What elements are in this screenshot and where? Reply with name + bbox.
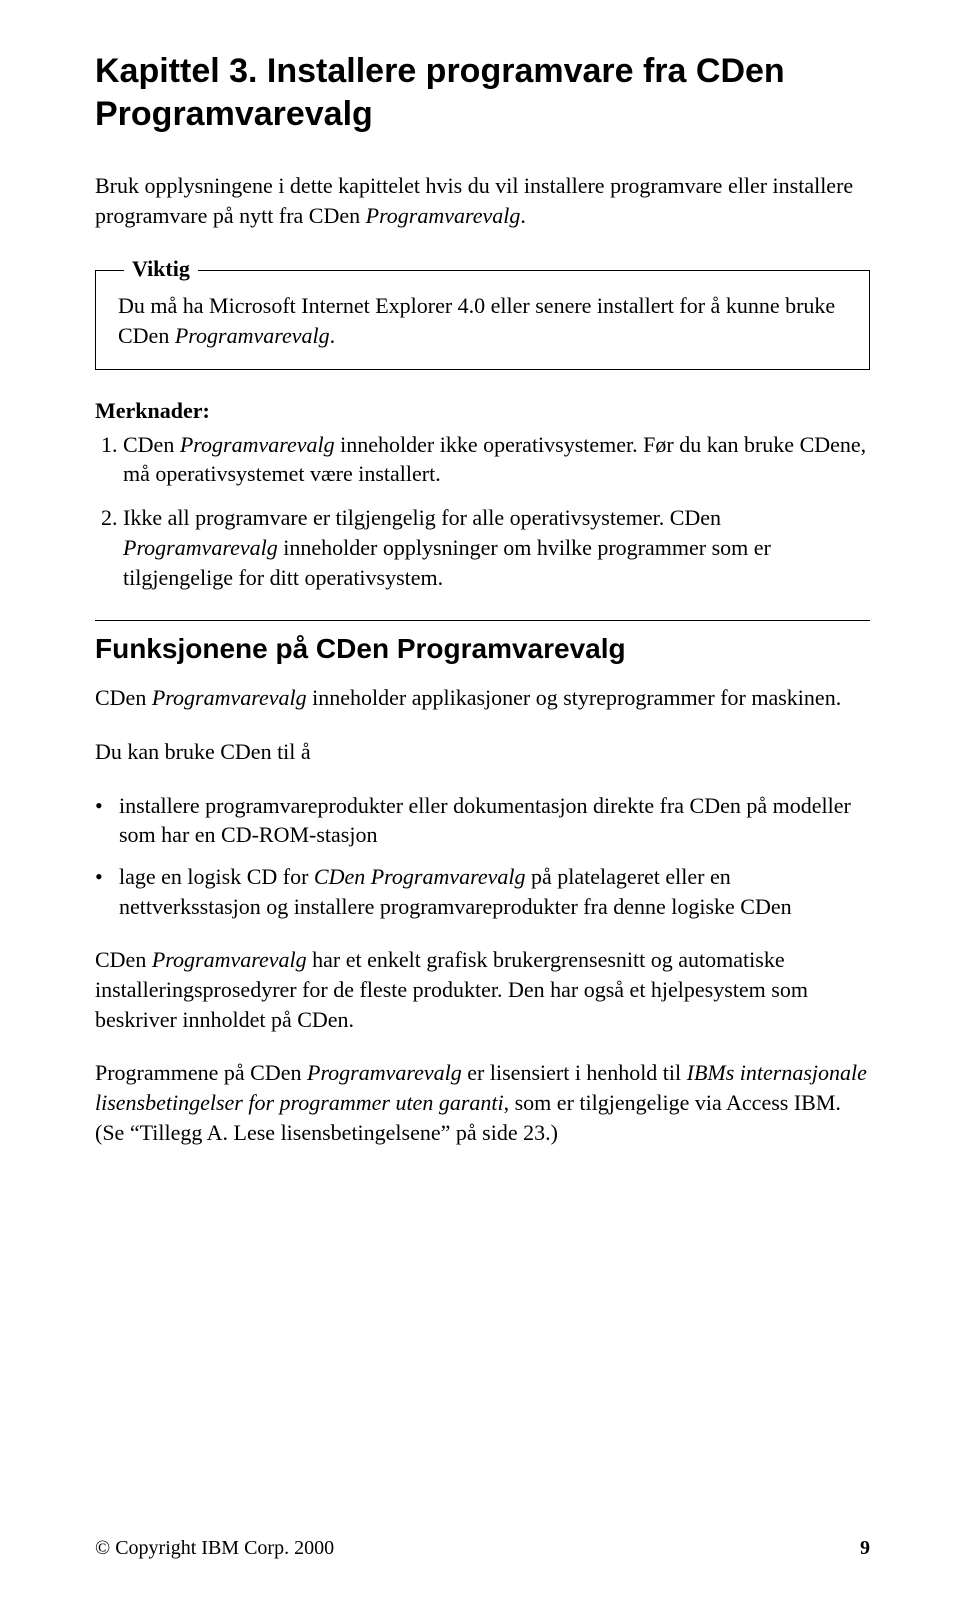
section-rule [95,620,870,621]
section-heading: Funksjonene på CDen Programvarevalg [95,633,870,665]
bullet-2-pre: lage en logisk CD for [119,864,314,889]
notes-item-2-italic: Programvarevalg [123,535,278,560]
intro-paragraph: Bruk opplysningene i dette kapittelet hv… [95,171,870,230]
section-lead-post: inneholder applikasjoner og styreprogram… [307,685,842,710]
notes-item-2-pre: Ikke all programvare er tilgjengelig for… [123,505,721,530]
section-para2-italic1: Programvarevalg [307,1060,462,1085]
section-lead-italic: Programvarevalg [152,685,307,710]
notes-item-1-pre: CDen [123,432,180,457]
bullet-1: installere programvareprodukter eller do… [95,791,870,850]
callout-body: Du må ha Microsoft Internet Explorer 4.0… [118,291,847,350]
section-lead-pre: CDen [95,685,152,710]
section-para1: CDen Programvarevalg har et enkelt grafi… [95,945,870,1034]
callout-legend: Viktig [124,256,198,282]
bullet-1-text: installere programvareprodukter eller do… [119,793,851,848]
bullet-2-italic: CDen Programvarevalg [314,864,526,889]
section-lead: CDen Programvarevalg inneholder applikas… [95,683,870,713]
bullet-list: installere programvareprodukter eller do… [95,791,870,922]
section-para2-mid1: er lisensiert i henhold til [462,1060,687,1085]
footer-copyright: © Copyright IBM Corp. 2000 [95,1537,334,1560]
section-para2-post: på side 23.) [450,1120,558,1145]
notes-item-2: Ikke all programvare er tilgjengelig for… [123,503,870,592]
section-lead2: Du kan bruke CDen til å [95,737,870,767]
chapter-title: Kapittel 3. Installere programvare fra C… [95,50,870,135]
callout-italic: Programvarevalg [175,323,330,348]
section-para1-italic: Programvarevalg [152,947,307,972]
callout-container: Viktig Du må ha Microsoft Internet Explo… [95,270,870,369]
section-para1-pre: CDen [95,947,152,972]
section-para2-quote: “Tillegg A. Lese lisensbetingelsene” [130,1120,451,1145]
section-para2-pre: Programmene på CDen [95,1060,307,1085]
intro-italic: Programvarevalg [366,203,521,228]
footer-page-number: 9 [860,1537,870,1560]
page-footer: © Copyright IBM Corp. 2000 9 [95,1537,870,1560]
callout-box: Viktig Du må ha Microsoft Internet Explo… [95,270,870,369]
notes-list: CDen Programvarevalg inneholder ikke ope… [95,430,870,592]
page: Kapittel 3. Installere programvare fra C… [0,0,960,1598]
notes-item-1-italic: Programvarevalg [180,432,335,457]
section-para2: Programmene på CDen Programvarevalg er l… [95,1058,870,1147]
intro-post: . [520,203,526,228]
notes-heading: Merknader: [95,398,870,424]
bullet-2: lage en logisk CD for CDen Programvareva… [95,862,870,921]
callout-post: . [330,323,336,348]
notes-item-1: CDen Programvarevalg inneholder ikke ope… [123,430,870,489]
